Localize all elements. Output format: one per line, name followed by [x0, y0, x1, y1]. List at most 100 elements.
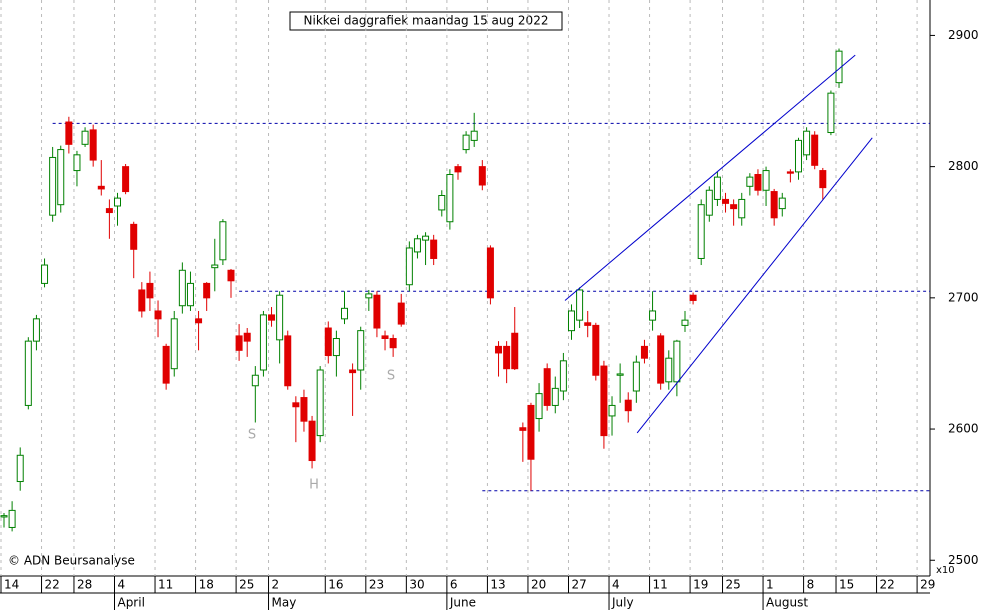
trendline: [636, 137, 873, 434]
candle-body: [495, 345, 503, 354]
candle-body: [24, 340, 32, 406]
candle-body: [535, 393, 543, 420]
candle-body: [697, 204, 705, 259]
x-tick-label: 25: [726, 578, 741, 592]
x-tick-label: 4: [117, 578, 125, 592]
candle-body: [478, 166, 486, 186]
candle-body: [681, 319, 689, 326]
x-tick-label: 6: [450, 578, 458, 592]
x-tick-label: 1: [766, 578, 774, 592]
pattern-label: H: [309, 478, 319, 493]
candle-body: [811, 134, 819, 166]
candle-body: [632, 361, 640, 392]
candle-body: [57, 149, 65, 206]
candle-body: [422, 235, 430, 241]
candle-body: [113, 197, 121, 207]
y-tick-label: 2600: [948, 422, 979, 436]
candle-body: [316, 369, 324, 437]
candle-body: [454, 166, 462, 173]
candle-body: [511, 332, 519, 370]
x-tick-label: 8: [807, 578, 815, 592]
candle-body: [324, 327, 332, 357]
y-tick-label: 2900: [948, 28, 979, 42]
chart-title: Nikkei daggrafiek maandag 15 aug 2022: [304, 14, 549, 28]
candle-body: [146, 282, 154, 299]
trendline: [564, 54, 856, 301]
x-tick-label: 11: [653, 578, 668, 592]
candle-body: [786, 171, 794, 174]
candle-body: [186, 282, 194, 307]
candle-body: [413, 238, 421, 253]
candle-body: [8, 509, 16, 528]
x-tick-label: 27: [571, 578, 586, 592]
candle-body: [389, 338, 397, 349]
candle-body: [689, 294, 697, 301]
candle-body: [162, 345, 170, 384]
candle-body: [730, 204, 738, 210]
candle-body: [195, 318, 203, 324]
candle-body: [308, 420, 316, 462]
candle-body: [551, 387, 559, 406]
x-tick-label: 22: [880, 578, 895, 592]
candle-body: [81, 130, 89, 145]
candle-body: [673, 340, 681, 383]
source: © ADN Beursanalyse: [8, 554, 135, 568]
candle-body: [592, 324, 600, 376]
candle-body: [365, 293, 373, 299]
candle-body: [138, 289, 146, 312]
candle-body: [819, 170, 827, 189]
candle-body: [430, 239, 438, 259]
candle-body: [600, 365, 608, 437]
candle-body: [41, 264, 49, 284]
candle-body: [438, 194, 446, 211]
candle-body: [243, 332, 251, 342]
candle-body: [73, 154, 81, 172]
candle-body: [357, 330, 365, 371]
candle-body: [738, 198, 746, 219]
candle-body: [276, 294, 284, 341]
candle-body: [397, 302, 405, 325]
y-tick-label: 2500: [948, 553, 979, 567]
pattern-label: S: [248, 428, 256, 443]
candle-body: [665, 357, 673, 383]
candle-body: [584, 322, 592, 326]
candle-body: [251, 374, 259, 387]
candle-body: [292, 402, 300, 408]
candle-body: [178, 269, 186, 307]
candle-body: [519, 427, 527, 431]
candle-body: [657, 335, 665, 384]
candle-body: [170, 318, 178, 370]
candle-body: [32, 318, 40, 342]
candle-body: [446, 174, 454, 223]
candle-body: [649, 310, 657, 321]
x-tick-label: 15: [839, 578, 854, 592]
x-tick-label: 4: [612, 578, 620, 592]
month-label: April: [117, 596, 144, 610]
candle-body: [268, 314, 276, 321]
month-label: August: [766, 596, 808, 610]
candle-body: [503, 345, 511, 370]
x-tick-label: 19: [693, 578, 708, 592]
candle-body: [470, 130, 478, 141]
x-tick-label: 29: [920, 578, 935, 592]
candle-body: [794, 139, 802, 173]
candle-body: [762, 170, 770, 191]
candle-body: [722, 198, 730, 204]
y-tick-label: 2700: [948, 290, 979, 304]
x-tick-label: 16: [328, 578, 343, 592]
candle-body: [49, 156, 57, 216]
candle-body: [122, 166, 130, 193]
candle-body: [16, 454, 24, 483]
candle-body: [300, 397, 308, 422]
month-label: July: [611, 596, 634, 610]
candle-body: [203, 282, 211, 299]
axis-unit: x10: [936, 565, 955, 576]
candle-body: [284, 335, 292, 387]
x-tick-label: 30: [409, 578, 424, 592]
candle-body: [65, 121, 73, 145]
candle-body: [227, 269, 235, 282]
candle-body: [754, 174, 762, 191]
candle-body: [705, 189, 713, 216]
